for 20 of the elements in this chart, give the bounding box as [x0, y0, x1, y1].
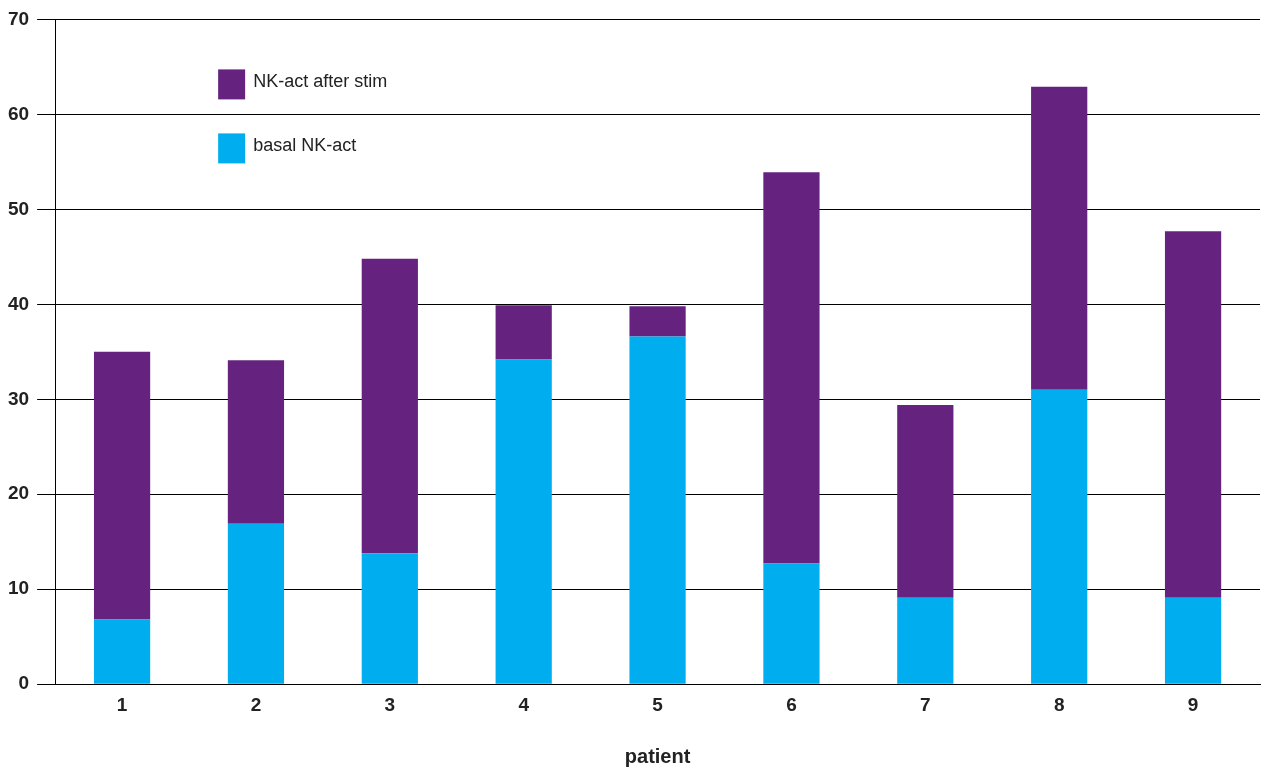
x-tick-label: 9: [1187, 693, 1199, 715]
x-tick-label: 2: [250, 693, 262, 715]
y-tick-label: 70: [7, 7, 30, 29]
y-tick-label: 50: [7, 197, 30, 219]
x-tick-label: 5: [652, 693, 664, 715]
x-tick-label: 4: [518, 693, 530, 715]
x-axis-title: patient: [624, 744, 691, 767]
y-tick-label: 40: [7, 292, 30, 314]
y-tick-label: 20: [7, 482, 30, 504]
y-tick-label: 0: [18, 672, 30, 694]
y-tick-label: 30: [7, 387, 30, 409]
x-tick-label: 1: [116, 693, 128, 715]
x-tick-label: 3: [384, 693, 396, 715]
x-tick-label: 6: [786, 693, 797, 715]
legend-label: NK-act after stim: [253, 71, 388, 92]
x-tick-label: 8: [1053, 693, 1065, 715]
y-tick-label: 10: [7, 577, 30, 599]
y-tick-label: 60: [7, 102, 30, 124]
legend-label: basal NK-act: [253, 135, 357, 156]
x-tick-label: 7: [920, 693, 931, 715]
